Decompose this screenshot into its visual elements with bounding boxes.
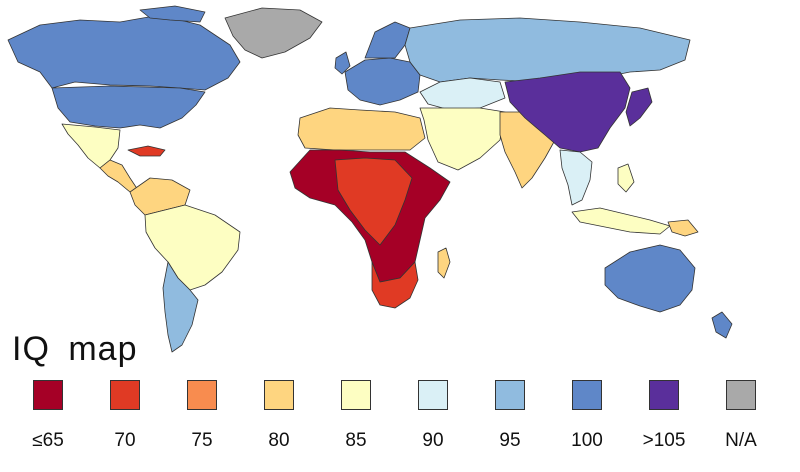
- legend-label: 75: [191, 430, 213, 451]
- region-uk: [334, 51, 351, 75]
- legend-swatch: [649, 380, 679, 410]
- legend-swatch: [495, 380, 525, 410]
- legend-label: 80: [268, 430, 290, 451]
- region-europe: [344, 57, 421, 106]
- region-southern-cone: [162, 261, 199, 353]
- legend-swatch: [341, 380, 371, 410]
- legend-swatch: [187, 380, 217, 410]
- region-central-asia: [419, 77, 506, 111]
- region-indonesia: [571, 207, 671, 235]
- legend-item: N/A: [696, 380, 786, 452]
- legend-item: 80: [234, 380, 324, 452]
- region-papua-new-guinea: [667, 219, 699, 237]
- legend-item: 70: [80, 380, 170, 452]
- legend-item: >105: [619, 380, 709, 452]
- legend-label: 95: [499, 430, 521, 451]
- legend-swatch: [110, 380, 140, 410]
- region-canada: [7, 14, 241, 91]
- region-greenland: [224, 7, 323, 59]
- region-east-central-africa: [334, 157, 413, 246]
- legend-swatch: [264, 380, 294, 410]
- legend-item: 85: [311, 380, 401, 452]
- region-southern-africa: [371, 261, 419, 309]
- region-caribbean: [127, 145, 166, 157]
- region-australia: [604, 244, 696, 313]
- legend-swatch: [726, 380, 756, 410]
- legend-item: 100: [542, 380, 632, 452]
- map-title: IQ map: [12, 330, 138, 368]
- legend-label: N/A: [725, 430, 757, 451]
- legend-label: 100: [571, 430, 603, 451]
- legend-label: 70: [114, 430, 136, 451]
- region-russia: [404, 17, 691, 83]
- region-japan-korea: [625, 87, 653, 127]
- region-madagascar: [437, 247, 451, 279]
- region-central-america: [99, 159, 139, 193]
- legend-swatch: [418, 380, 448, 410]
- region-philippines: [617, 163, 635, 193]
- legend-item: 90: [388, 380, 478, 452]
- region-arctic-islands: [139, 5, 206, 23]
- region-south-america: [144, 204, 241, 291]
- legend-swatch: [572, 380, 602, 410]
- legend-item: 75: [157, 380, 247, 452]
- legend: ≤65 70 75 80 85 90 95 100 >105 N/A: [0, 380, 800, 472]
- legend-item: 95: [465, 380, 555, 452]
- legend-label: 85: [345, 430, 367, 451]
- region-usa: [51, 85, 206, 129]
- region-new-zealand: [711, 311, 733, 339]
- legend-label: 90: [422, 430, 444, 451]
- region-china: [504, 71, 631, 153]
- legend-label: ≤65: [32, 430, 64, 451]
- region-middle-east: [419, 107, 506, 171]
- region-north-africa: [297, 107, 426, 151]
- legend-label: >105: [642, 430, 686, 451]
- region-scandinavia: [364, 21, 411, 59]
- legend-swatch: [33, 380, 63, 410]
- region-southeast-asia: [559, 149, 593, 206]
- legend-item: ≤65: [3, 380, 93, 452]
